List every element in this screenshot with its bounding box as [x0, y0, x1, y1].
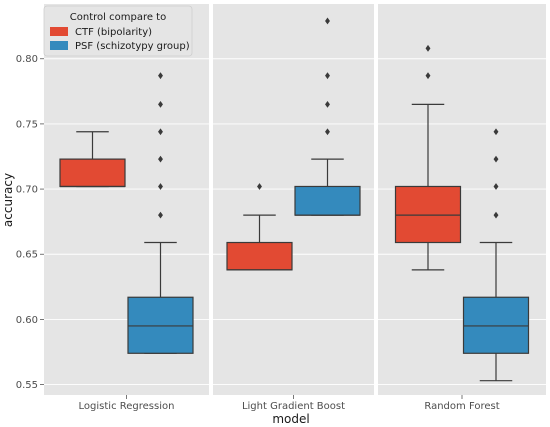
outlier-point — [325, 17, 330, 25]
legend-title: Control compare to — [70, 12, 166, 23]
outlier-point — [493, 183, 499, 190]
y-tick-label: 0.65 — [16, 250, 38, 261]
box — [127, 296, 194, 354]
y-axis-label: accuracy — [1, 173, 15, 227]
box — [294, 185, 361, 216]
box — [59, 158, 126, 188]
outlier-point — [158, 100, 163, 108]
box — [226, 241, 293, 271]
outlier-point — [325, 128, 330, 136]
y-tick-label: 0.70 — [16, 185, 38, 196]
outlier-point — [158, 155, 163, 163]
outlier-point — [493, 211, 499, 219]
outlier-point — [158, 183, 163, 190]
outlier-point — [158, 128, 163, 136]
legend: Control compare to CTF (bipolarity) PSF … — [43, 5, 193, 57]
legend-swatch-ctf — [50, 27, 68, 36]
outlier-point — [493, 128, 499, 136]
box — [394, 185, 462, 244]
outlier-point — [325, 100, 330, 108]
legend-label-ctf: CTF (bipolarity) — [75, 27, 152, 38]
outlier-point — [158, 211, 163, 219]
y-tick-label: 0.60 — [16, 315, 38, 326]
box — [462, 296, 530, 354]
y-tick-label: 0.80 — [16, 54, 38, 65]
legend-swatch-psf — [50, 41, 68, 50]
outlier-point — [425, 44, 431, 52]
y-tick-label: 0.55 — [16, 380, 38, 391]
x-axis-label: model — [272, 412, 309, 426]
outlier-point — [325, 72, 330, 80]
x-tick-label: Light Gradient Boost — [242, 401, 345, 412]
x-tick-label: Logistic Regression — [79, 401, 175, 412]
outlier-point — [158, 72, 163, 80]
outlier-point — [425, 72, 431, 80]
outlier-point — [257, 183, 262, 190]
legend-label-psf: PSF (schizotypy group) — [75, 41, 190, 52]
outlier-point — [493, 155, 499, 163]
y-tick-label: 0.75 — [16, 119, 38, 130]
x-tick-label: Random Forest — [424, 401, 499, 412]
